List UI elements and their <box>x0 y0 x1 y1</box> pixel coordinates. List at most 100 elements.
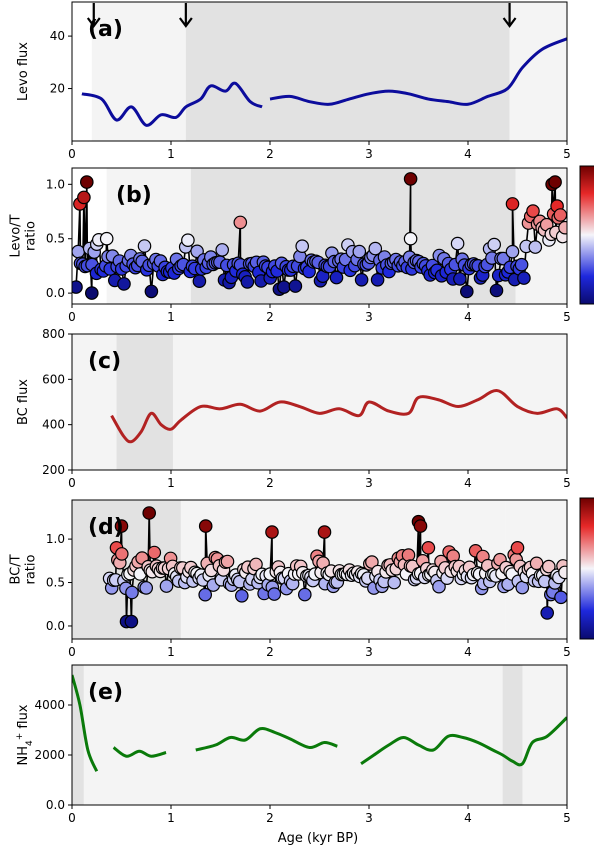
data-point <box>554 590 567 605</box>
x-tick-label: 5 <box>563 147 571 161</box>
colorbar <box>579 165 594 305</box>
smoothed-series-line <box>72 674 99 772</box>
x-tick-label: 3 <box>365 310 373 324</box>
data-point <box>72 280 83 294</box>
data-point <box>505 244 520 259</box>
data-point <box>85 286 99 300</box>
background-band <box>72 334 117 470</box>
y-label-part: NH <box>16 746 31 766</box>
data-point <box>233 215 248 230</box>
plot-area <box>81 37 567 127</box>
x-tick-label: 1 <box>167 310 175 324</box>
x-tick-label: 1 <box>167 147 175 161</box>
x-tick-label: 2 <box>266 811 274 825</box>
x-tick-label: 4 <box>464 476 472 490</box>
data-point <box>192 274 207 288</box>
plot-area <box>102 506 567 629</box>
data-point <box>541 559 556 574</box>
plot-area <box>72 172 567 300</box>
data-point <box>450 236 465 251</box>
y-tick-label: 4000 <box>34 698 65 712</box>
data-point <box>77 190 91 205</box>
y-tick-label: 20 <box>50 82 65 96</box>
y-axis-label: BC/T <box>9 554 24 584</box>
x-tick-label: 2 <box>266 147 274 161</box>
data-point <box>514 257 529 272</box>
data-point <box>489 283 504 298</box>
data-point <box>540 606 554 620</box>
data-point <box>354 272 369 287</box>
data-point <box>352 244 367 259</box>
event-arrow-head <box>86 17 101 28</box>
background-band <box>83 665 503 805</box>
data-point <box>288 279 303 293</box>
data-point <box>72 244 85 259</box>
axes-frame <box>71 499 568 640</box>
x-tick-label: 0 <box>68 645 76 659</box>
background-band <box>116 334 173 470</box>
panel-label: (e) <box>88 680 123 705</box>
smoothed-series-line <box>110 389 567 444</box>
y-label-sub: 4 <box>25 740 35 746</box>
y-axis-label: ratio <box>24 554 39 584</box>
background-band <box>502 665 523 805</box>
y-tick-label: 2000 <box>34 748 65 762</box>
data-point <box>459 284 474 299</box>
y-tick-label: 1.0 <box>46 177 65 191</box>
x-tick-label: 2 <box>266 645 274 659</box>
x-tick-label: 2 <box>266 310 274 324</box>
axes-frame <box>71 664 568 806</box>
y-label-part: flux <box>16 704 31 733</box>
y-axis-label: Levo/T <box>9 214 24 257</box>
y-tick-label: 0.5 <box>46 576 65 590</box>
data-point <box>215 243 229 257</box>
data-point <box>432 579 446 594</box>
smoothed-series-line <box>112 746 167 758</box>
data-point <box>421 540 436 555</box>
data-point <box>220 554 235 569</box>
x-tick-label: 0 <box>68 811 76 825</box>
data-point <box>487 237 501 252</box>
x-tick-label: 3 <box>365 645 373 659</box>
data-point <box>115 547 129 561</box>
data-point <box>159 579 174 593</box>
x-tick-label: 5 <box>563 811 571 825</box>
data-point <box>99 231 114 246</box>
y-axis-label: ratio <box>24 221 39 251</box>
y-tick-label: 40 <box>50 29 65 43</box>
data-point <box>558 220 567 235</box>
x-tick-label: 5 <box>563 310 571 324</box>
plot-area <box>110 389 567 444</box>
y-label-sup: + <box>15 733 25 741</box>
data-point <box>401 548 416 562</box>
x-tick-label: 5 <box>563 645 571 659</box>
data-point <box>528 240 543 254</box>
axes-frame <box>71 167 568 305</box>
data-point <box>117 277 131 291</box>
x-tick-label: 5 <box>563 476 571 490</box>
panel-label: (a) <box>88 17 123 42</box>
x-tick-label: 0 <box>68 310 76 324</box>
y-tick-label: 800 <box>42 327 65 341</box>
data-point <box>548 175 562 189</box>
smoothed-series-line <box>360 716 567 767</box>
panel-d: 0 1 2 3 4 5 0.0 0.5 1.0 BC/T ratio (d) <box>9 497 594 659</box>
background-band <box>185 2 510 141</box>
x-axis-label: Age (kyr BP) <box>278 831 358 846</box>
panel-label: (d) <box>88 515 124 540</box>
data-point <box>529 556 544 571</box>
x-tick-label: 4 <box>464 310 472 324</box>
data-point <box>139 581 153 595</box>
y-axis-label: BC flux <box>16 379 31 425</box>
data-point <box>403 231 418 246</box>
background-band <box>72 665 84 805</box>
data-point <box>403 172 418 186</box>
data-point <box>370 272 385 287</box>
smoothed-series-line <box>195 726 338 752</box>
data-point <box>147 545 162 560</box>
x-tick-label: 0 <box>68 147 76 161</box>
data-point <box>267 587 282 601</box>
axes-frame <box>71 1 568 142</box>
